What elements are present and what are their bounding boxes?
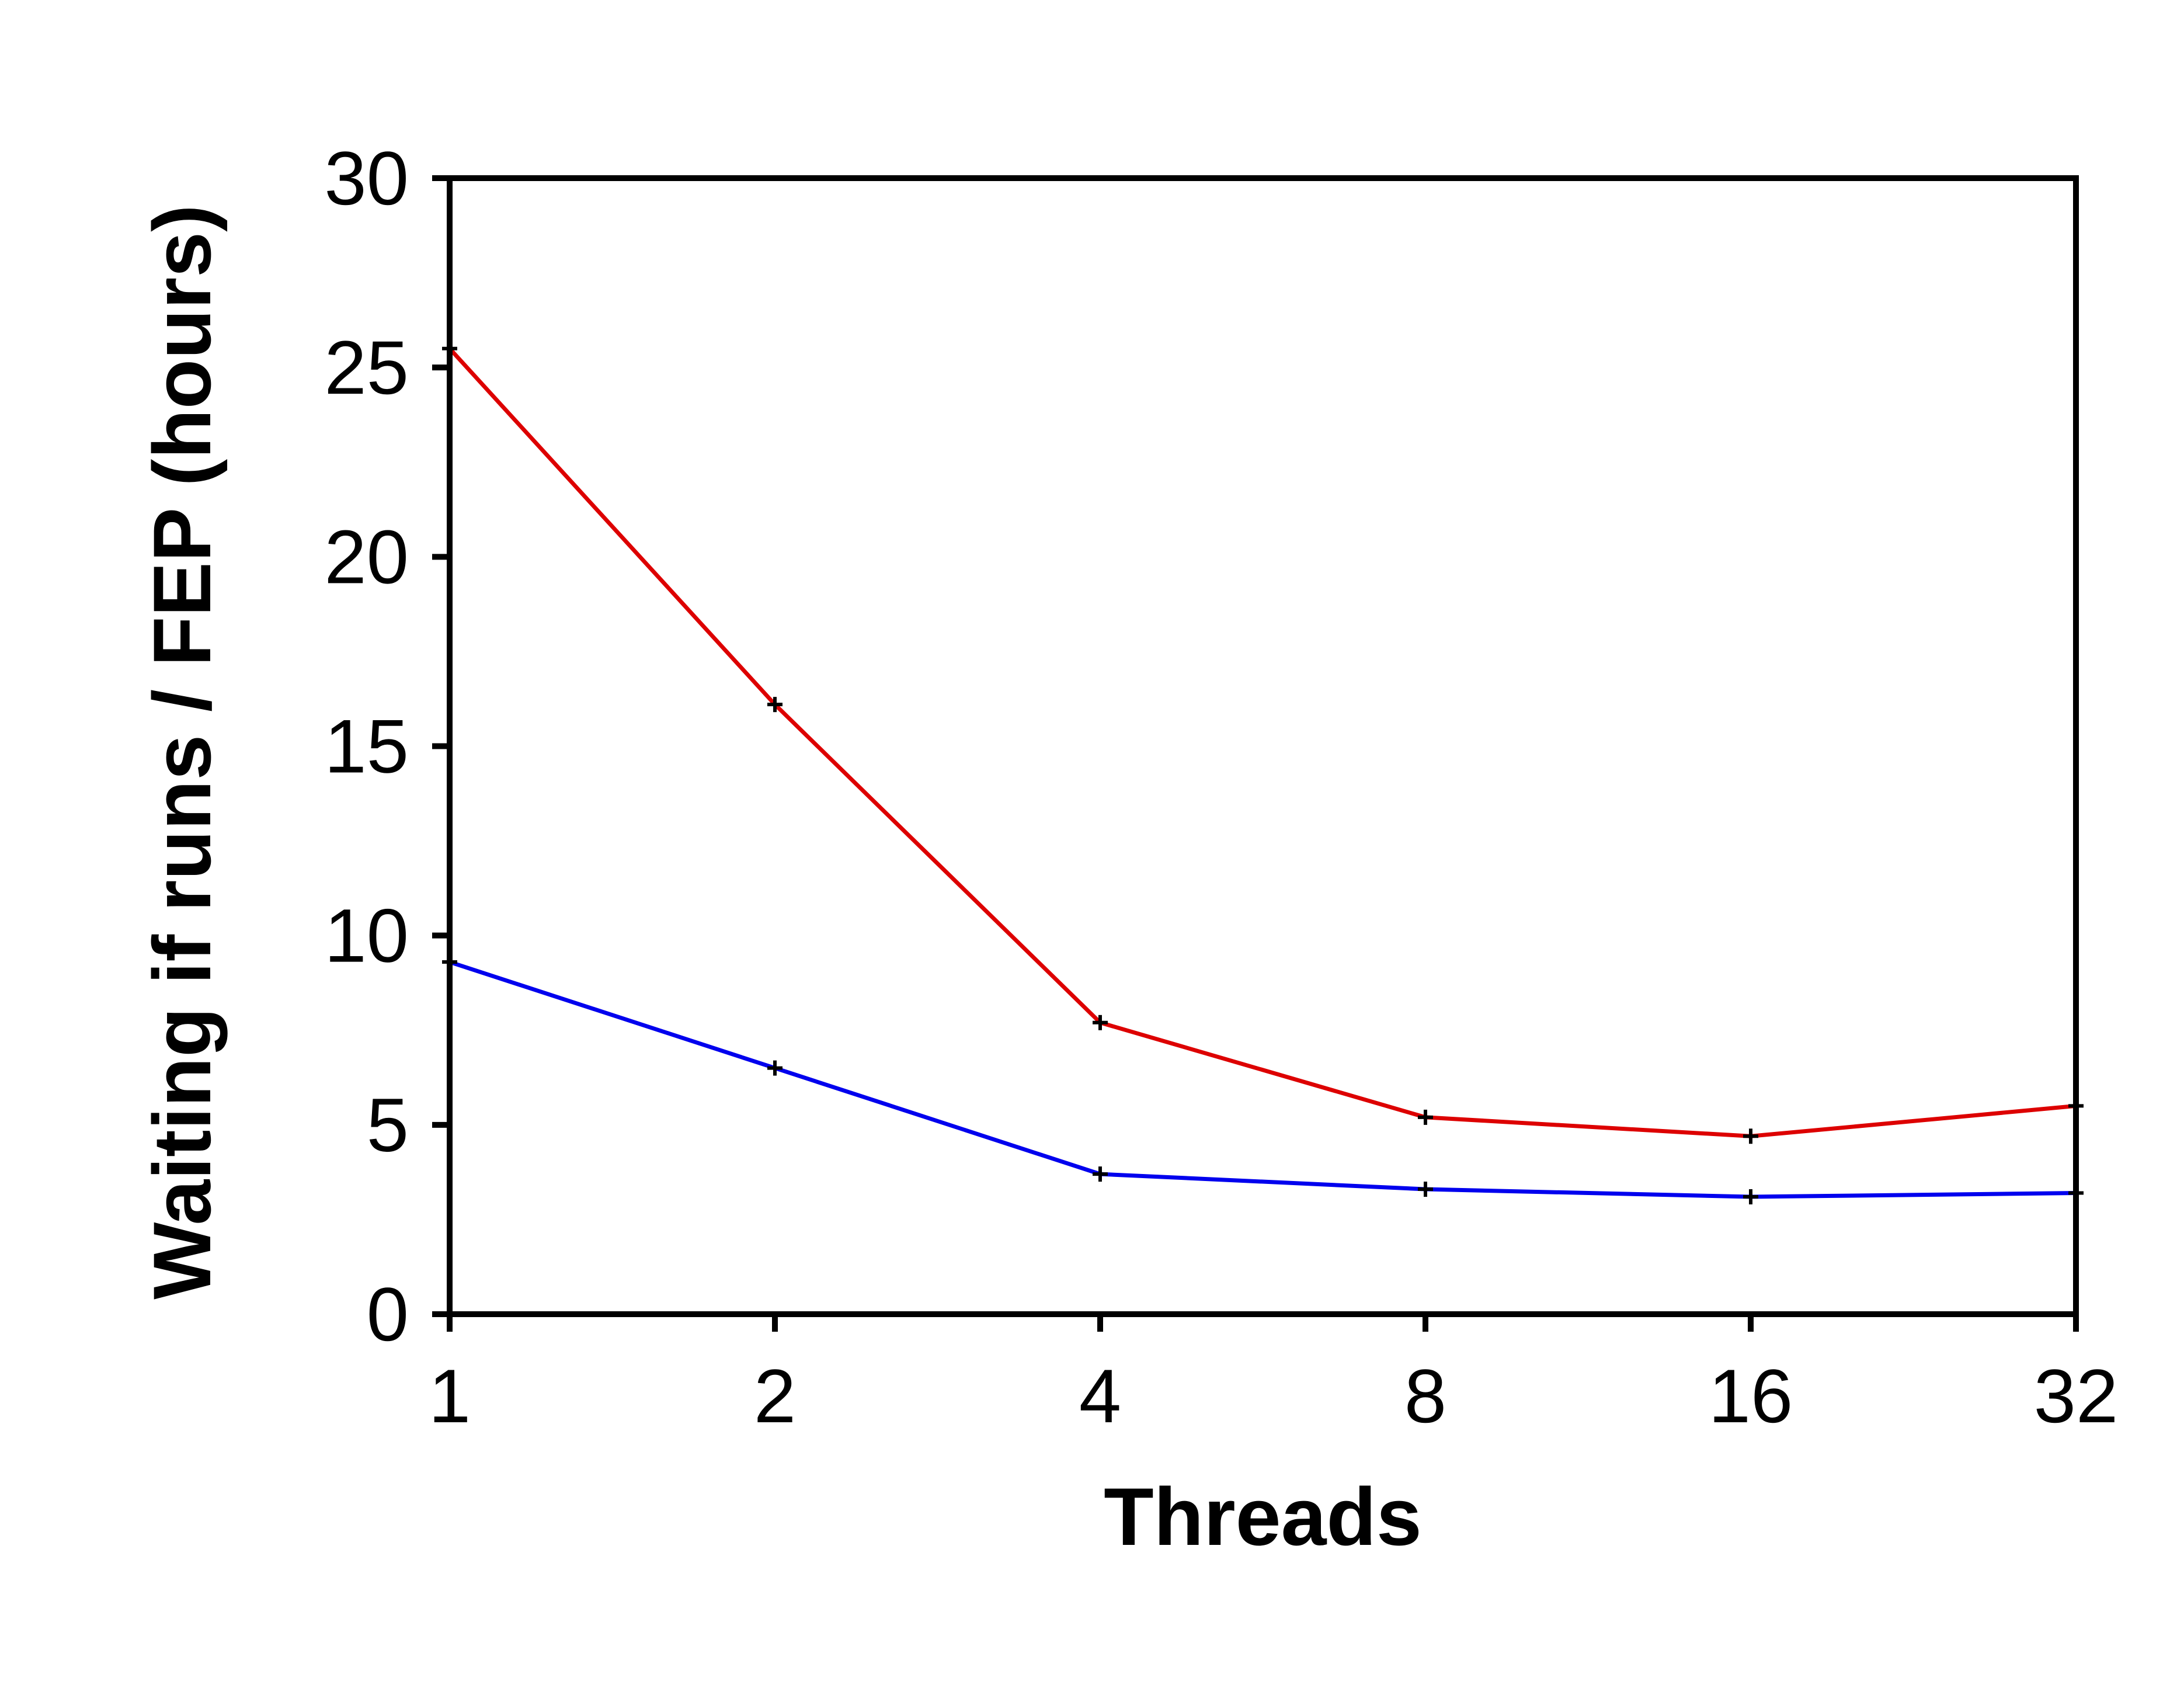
y-tick-label: 20 (324, 514, 409, 599)
x-tick-label: 32 (2034, 1353, 2119, 1439)
data-point (767, 697, 783, 713)
series-line-2 (448, 960, 2077, 1199)
series-line-1 (448, 347, 2077, 1138)
x-axis-ticks: 1 2 4 8 16 32 (429, 1314, 2118, 1439)
y-tick-label: 10 (324, 893, 409, 978)
y-tick-label: 15 (324, 704, 409, 789)
data-point (1418, 1109, 1433, 1125)
data-point (1093, 1015, 1108, 1030)
y-tick-label: 0 (367, 1272, 409, 1357)
plot-frame (447, 175, 2079, 1317)
x-tick-label: 2 (754, 1353, 796, 1439)
y-axis-ticks: 0 5 10 15 20 25 30 (324, 136, 450, 1357)
y-axis-title: Waiting if runs / FEP (hours) (136, 204, 228, 1299)
data-point (1743, 1189, 1758, 1205)
x-tick-label: 4 (1079, 1353, 1121, 1439)
x-tick-label: 8 (1404, 1353, 1446, 1439)
y-tick-label: 25 (324, 325, 409, 410)
data-point (1093, 1166, 1108, 1182)
x-tick-label: 1 (429, 1353, 471, 1439)
y-tick-label: 5 (367, 1082, 409, 1168)
data-point (1418, 1182, 1433, 1197)
x-tick-label: 16 (1709, 1353, 1793, 1439)
data-point (767, 1060, 783, 1076)
y-tick-label: 30 (324, 136, 409, 221)
series-layer (442, 341, 2084, 1205)
x-axis-title: Threads (1104, 1471, 1422, 1562)
data-point (1743, 1128, 1758, 1144)
